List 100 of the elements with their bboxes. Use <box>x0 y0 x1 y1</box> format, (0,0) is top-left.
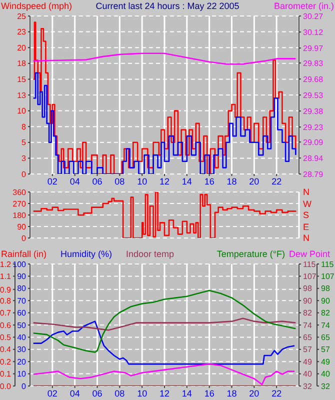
y-tick-label: 360 <box>12 188 27 197</box>
text: 65 <box>321 333 330 342</box>
y2-tick-label: 82 <box>303 308 312 318</box>
line-series <box>32 52 296 65</box>
y2-tick-label: 74 <box>303 320 312 330</box>
y-tick-label: 13 <box>17 90 27 100</box>
text: E <box>303 220 310 232</box>
x-tick-label: 04 <box>70 388 80 398</box>
y3-tick-label: 0.4 <box>0 345 12 354</box>
y-tick-label: 60 <box>17 308 27 318</box>
y2-tick-label: 29.68 <box>303 74 324 84</box>
text: 90 <box>321 296 330 306</box>
y2-tick-label: 28.94 <box>303 154 324 163</box>
y2-tick-label: 29.23 <box>303 122 324 132</box>
y-tick-label: 80 <box>17 284 27 294</box>
line-series <box>32 363 296 386</box>
x-tick-label: 10 <box>137 176 148 186</box>
text: 98 <box>321 284 330 294</box>
y2-tick-label: 98 <box>303 284 312 294</box>
y-tick-label: 180 <box>12 210 27 220</box>
text: W <box>303 198 312 210</box>
y3-tick-label: 0.8 <box>0 296 12 306</box>
y2-tick-label: 29.38 <box>303 106 324 116</box>
x-tick-label: 14 <box>182 176 192 186</box>
text: N <box>303 186 310 198</box>
y-tick-label: 3 <box>22 154 27 164</box>
x-tick-label: 16 <box>204 176 214 186</box>
x-tick-label: 06 <box>92 176 102 186</box>
y2-tick-label: 90 <box>303 296 312 306</box>
y2-tick-label: 29.97 <box>303 44 324 53</box>
line-series <box>32 290 296 353</box>
text: N <box>303 232 310 244</box>
text: Rainfall (in) <box>1 248 47 260</box>
x-tick-label: 14 <box>182 388 192 398</box>
y2-tick-label: 107 <box>303 272 317 282</box>
y3-tick-label: 0.2 <box>0 357 12 366</box>
text: Humidity (%) <box>60 248 112 260</box>
x-tick-label: 10 <box>137 388 148 398</box>
y3-tick-label: 0.9 <box>0 285 12 294</box>
line-series <box>32 320 296 365</box>
x-tick-label: 02 <box>47 388 58 398</box>
y2-tick-label: 30.27 <box>303 12 324 21</box>
text: 40 <box>321 370 330 379</box>
x-tick-label: 12 <box>159 176 170 186</box>
y-tick-label: 10 <box>17 370 27 379</box>
y2-tick-label: 57 <box>303 345 312 354</box>
y-tick-label: 30 <box>17 345 27 354</box>
y-tick-label: 40 <box>17 333 27 342</box>
text: 49 <box>321 357 330 366</box>
chart-title: Current last 24 hours : May 22 2005 <box>96 1 240 11</box>
text: 74 <box>321 320 330 330</box>
x-tick-label: 06 <box>92 388 102 398</box>
y-tick-label: 90 <box>17 222 27 232</box>
text: Dew Point <box>288 248 330 260</box>
text: Temperature (°F) <box>216 248 285 260</box>
x-tick-label: 22 <box>272 388 282 398</box>
text: Indoor temp <box>126 248 174 260</box>
y2-tick-label: 65 <box>303 333 312 342</box>
y3-tick-label: 0.0 <box>0 382 12 391</box>
y3-tick-label: 0.1 <box>0 370 12 379</box>
y3-tick-label: 0.5 <box>0 333 12 342</box>
x-tick-label: 20 <box>249 176 260 186</box>
x-tick-label: 18 <box>226 388 237 398</box>
y3-tick-label: 1.2 <box>0 260 12 269</box>
y3-tick-label: 1.1 <box>0 272 12 282</box>
y2-axis-title: Barometer (in.) <box>274 0 334 12</box>
y3-tick-label: 0.7 <box>0 308 12 318</box>
y-tick-label: 90 <box>17 272 27 282</box>
x-tick-label: 18 <box>226 176 237 186</box>
y-axis-title: Windspeed (mph) <box>1 0 72 12</box>
y-tick-label: 100 <box>12 260 27 269</box>
x-tick-label: 22 <box>272 176 282 186</box>
text: 57 <box>321 345 330 354</box>
y-tick-label: 70 <box>17 296 27 306</box>
y-tick-label: 8 <box>22 122 27 132</box>
x-tick-label: 20 <box>249 388 260 398</box>
y3-tick-label: 0.6 <box>0 320 12 330</box>
x-tick-label: 08 <box>114 388 125 398</box>
text: 115 <box>321 260 334 269</box>
x-tick-label: 16 <box>204 388 214 398</box>
y-tick-label: 20 <box>17 43 27 52</box>
x-tick-label: 02 <box>47 176 58 186</box>
text: 107 <box>321 272 334 282</box>
y-tick-label: 270 <box>12 199 27 208</box>
y-tick-label: 50 <box>17 320 27 330</box>
y-tick-label: 18 <box>17 59 27 68</box>
x-tick-label: 08 <box>114 176 125 186</box>
y2-tick-label: 40 <box>303 370 312 379</box>
y-tick-label: 15 <box>17 75 27 84</box>
y2-tick-label: 28.79 <box>303 170 324 179</box>
text: S <box>303 209 310 221</box>
text: 82 <box>321 308 330 318</box>
line-series <box>32 318 296 331</box>
y2-tick-label: 49 <box>303 357 312 366</box>
y2-tick-label: 32 <box>303 382 312 391</box>
y2-tick-label: 29.83 <box>303 58 324 68</box>
y-tick-label: 23 <box>17 28 27 37</box>
y2-tick-label: 29.09 <box>303 138 324 147</box>
x-tick-label: 12 <box>159 388 170 398</box>
y-tick-label: 5 <box>22 138 27 148</box>
